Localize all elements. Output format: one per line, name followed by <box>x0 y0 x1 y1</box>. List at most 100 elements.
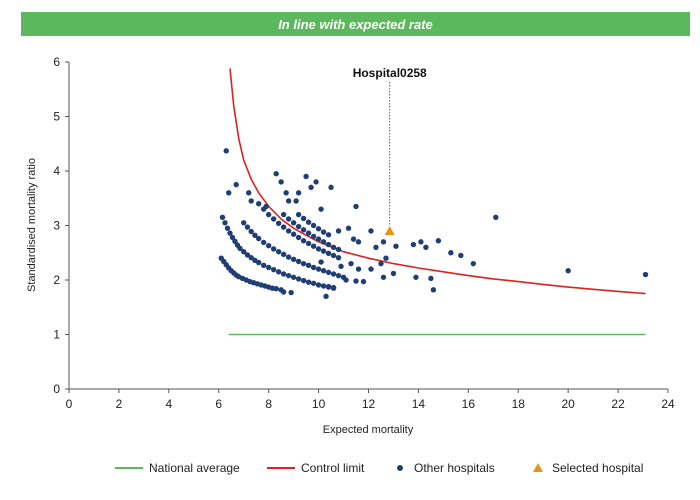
hospital-point <box>338 263 344 270</box>
hospital-point <box>227 230 233 236</box>
hospital-point <box>275 220 282 227</box>
hospital-point <box>224 225 231 231</box>
x-tick-label: 12 <box>362 397 376 411</box>
hospital-point <box>270 266 277 273</box>
hospital-point <box>310 264 317 271</box>
hospital-point <box>428 275 434 282</box>
y-tick-label: 2 <box>53 273 60 287</box>
hospital-point <box>255 201 262 207</box>
hospital-point <box>308 184 314 191</box>
hospital-point <box>288 289 294 296</box>
x-tick-label: 10 <box>312 397 326 411</box>
hospital-point <box>345 225 352 231</box>
x-tick-label: 18 <box>512 397 526 411</box>
hospital-point <box>300 227 307 233</box>
hospital-point <box>290 274 297 280</box>
hospital-point <box>318 206 324 212</box>
x-tick-label: 6 <box>215 397 222 411</box>
hospital-point <box>223 148 229 154</box>
hospital-point <box>458 252 464 259</box>
hospital-point <box>310 222 317 229</box>
hospital-point <box>246 190 252 196</box>
y-tick-label: 0 <box>53 382 60 396</box>
hospital-point <box>244 224 251 230</box>
x-tick-label: 22 <box>611 397 625 411</box>
hospital-point <box>285 254 292 260</box>
hospital-point <box>493 214 499 221</box>
hospital-point <box>423 244 429 250</box>
hospital-point <box>325 232 332 238</box>
hospital-point <box>300 277 307 284</box>
x-tick-label: 16 <box>462 397 476 411</box>
hospital-point <box>283 190 289 196</box>
y-tick-label: 4 <box>53 164 60 178</box>
hospital-point <box>418 239 424 245</box>
hospital-point <box>330 284 337 291</box>
hospital-point <box>244 252 251 258</box>
annotation-label: Hospital0258 <box>353 66 427 80</box>
hospital-point <box>335 272 342 279</box>
hospital-point <box>380 239 387 245</box>
hospital-point <box>263 203 269 210</box>
hospital-point <box>330 252 337 259</box>
hospital-point <box>305 262 312 268</box>
x-tick-label: 0 <box>66 397 73 411</box>
x-axis-label: Expected mortality <box>323 424 414 436</box>
hospital-point <box>325 250 332 256</box>
hospital-point <box>273 286 279 292</box>
hospital-point <box>310 243 317 249</box>
hospital-point <box>303 173 309 180</box>
hospital-point <box>265 264 272 271</box>
hospital-point <box>248 228 254 235</box>
y-tick-label: 5 <box>53 110 60 124</box>
hospital-point <box>270 246 277 252</box>
hospital-point <box>378 260 384 267</box>
hospital-point <box>273 171 279 177</box>
x-tick-label: 20 <box>561 397 575 411</box>
hospital-point <box>241 220 247 226</box>
hospital-point <box>393 243 399 249</box>
hospital-point <box>265 242 272 249</box>
hospital-point <box>300 238 307 244</box>
hospital-point <box>255 235 262 242</box>
hospital-point <box>373 244 379 250</box>
hospital-point <box>315 226 322 232</box>
hospital-point <box>290 220 297 226</box>
hospital-point <box>233 181 239 188</box>
hospital-point <box>270 216 277 222</box>
hospital-point <box>353 203 359 210</box>
hospital-point <box>222 220 228 226</box>
y-axis-label: Standardised mortality ratio <box>26 158 38 292</box>
hospital-point <box>320 239 327 245</box>
hospital-point <box>255 259 262 266</box>
chart-legend: National average Control limit Other hospi… <box>115 461 643 475</box>
hospital-point <box>325 283 332 290</box>
hospital-point <box>413 274 419 280</box>
hospital-point <box>260 239 267 246</box>
control-limit-curve <box>229 68 646 295</box>
hospital-point <box>448 250 454 256</box>
hospital-point <box>335 246 342 253</box>
hospital-point <box>335 228 342 234</box>
hospital-point <box>328 184 334 191</box>
hospital-point <box>290 231 297 237</box>
hospital-point <box>295 234 302 241</box>
hospital-point <box>285 198 292 204</box>
y-tick-label: 1 <box>53 328 60 342</box>
hospital-point <box>260 262 267 268</box>
y-tick-label: 6 <box>53 55 60 69</box>
hospital-point <box>320 268 327 274</box>
hospital-point <box>280 271 287 277</box>
hospital-point <box>565 268 571 274</box>
hospital-point <box>275 248 282 255</box>
hospital-point <box>295 190 302 196</box>
legend-swatch <box>533 463 543 472</box>
hospital-point <box>295 276 302 282</box>
hospital-point <box>232 238 238 245</box>
x-tick-label: 14 <box>412 397 426 411</box>
hospital-point <box>305 219 312 225</box>
hospital-point <box>285 228 292 234</box>
hospital-point <box>383 255 389 261</box>
